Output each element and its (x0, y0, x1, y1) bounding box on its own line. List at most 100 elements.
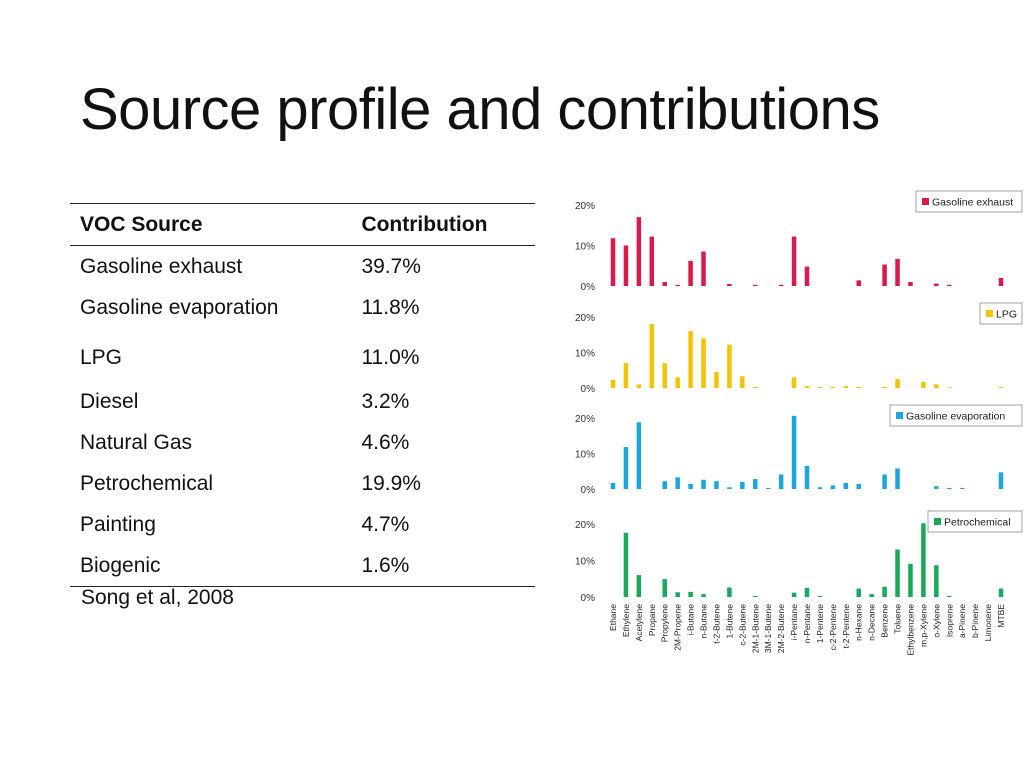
bar (610, 482, 616, 489)
bar (714, 372, 719, 388)
bar (740, 376, 745, 388)
table-row: Painting 4.7% (70, 504, 535, 545)
bar (688, 484, 693, 489)
y-tick-label: 10% (575, 349, 595, 360)
bar (778, 284, 784, 286)
bar (701, 251, 706, 286)
table-row: Gasoline exhaust 39.7% (70, 246, 535, 288)
y-tick-label: 20% (575, 414, 595, 425)
legend-swatch (934, 518, 941, 525)
bar (934, 486, 939, 489)
bar (610, 238, 616, 286)
x-tick-label: m,p-Xylene (918, 604, 928, 647)
voc-source-table: VOC Source Contribution Gasoline exhaust… (70, 203, 535, 587)
bar (636, 217, 642, 286)
x-tick-label: i-Pentane (789, 604, 799, 641)
bar (856, 280, 861, 286)
contribution-cell: 11.0% (361, 345, 420, 369)
bar (895, 468, 900, 489)
bar (830, 386, 836, 388)
bar (727, 283, 732, 286)
bar (753, 479, 758, 489)
header-contribution: Contribution (361, 212, 488, 236)
bar (701, 594, 706, 597)
legend-label: Gasoline exhaust (932, 197, 1013, 209)
bar (856, 484, 861, 489)
x-tick-label: 2M-2-Butene (776, 604, 786, 653)
bar (623, 532, 629, 597)
y-tick-label: 0% (581, 593, 596, 604)
x-tick-label: Toluene (893, 604, 903, 634)
x-tick-label: b-Pinene (970, 604, 980, 638)
bar (856, 386, 861, 388)
x-tick-label: Ethylbenzene (905, 604, 915, 656)
bar (817, 487, 823, 489)
bar (649, 324, 655, 388)
source-cell: Petrochemical (80, 471, 214, 495)
x-tick-label: 3M-1-Butene (763, 604, 773, 653)
bar (998, 588, 1004, 597)
bar (688, 331, 693, 388)
bar (947, 387, 952, 388)
contribution-cell: 4.7% (361, 512, 410, 536)
bar (998, 277, 1004, 286)
bar (636, 384, 642, 388)
bar (623, 245, 629, 286)
source-cell: Biogenic (80, 553, 161, 577)
source-cell: Gasoline evaporation (80, 295, 279, 319)
x-tick-label: Isoprene (944, 604, 954, 637)
contribution-cell: 4.6% (361, 430, 410, 454)
bar (727, 487, 732, 489)
bar (934, 283, 939, 286)
x-tick-label: o-Xylene (931, 604, 941, 638)
source-cell: Natural Gas (80, 430, 193, 454)
bar (701, 338, 706, 388)
bar (623, 363, 629, 388)
x-tick-label: 1-Butene (724, 604, 734, 639)
bar (753, 284, 758, 286)
y-tick-label: 0% (581, 485, 596, 496)
legend-label: LPG (996, 309, 1017, 321)
bar (662, 579, 667, 597)
source-cell: Gasoline exhaust (80, 254, 243, 278)
bar (610, 379, 616, 388)
bar (791, 377, 797, 388)
bar (675, 592, 680, 597)
x-tick-label: a-Pinene (957, 604, 967, 638)
bar (675, 477, 680, 489)
legend-swatch (986, 310, 993, 317)
x-tick-label: Acetylene (634, 604, 644, 642)
contribution-cell: 1.6% (361, 553, 410, 577)
bar (921, 381, 926, 388)
x-tick-label: 2M-Propene (673, 604, 683, 651)
header-voc-source: VOC Source (80, 212, 203, 236)
bar (804, 386, 810, 388)
x-tick-label: Propylene (660, 604, 670, 643)
bar (882, 386, 887, 388)
legend-box (927, 510, 1023, 533)
table-row: Biogenic 1.6% (70, 545, 535, 587)
bar (882, 264, 887, 286)
legend-label: Petrochemical (944, 517, 1011, 529)
bar (649, 236, 655, 286)
bar (895, 549, 900, 597)
x-tick-label: Benzene (880, 604, 890, 638)
y-tick-label: 0% (581, 282, 596, 293)
bar (675, 284, 680, 286)
bar (727, 344, 732, 388)
bar (830, 485, 836, 489)
x-tick-label: Ethylene (621, 604, 631, 637)
bar (843, 482, 849, 489)
x-tick-label: t-2-Pentene (841, 604, 851, 649)
bar (817, 386, 823, 388)
bar (804, 587, 810, 597)
x-tick-label: 2M-1-Butene (750, 604, 760, 653)
x-tick-label: i-Butane (686, 604, 696, 636)
contribution-cell: 3.2% (361, 389, 410, 413)
x-tick-label: c-2-Pentene (828, 604, 838, 651)
bar (765, 487, 771, 489)
contribution-cell: 11.8% (361, 295, 420, 319)
bar (662, 281, 667, 286)
bar (959, 487, 965, 489)
bar (778, 474, 784, 489)
